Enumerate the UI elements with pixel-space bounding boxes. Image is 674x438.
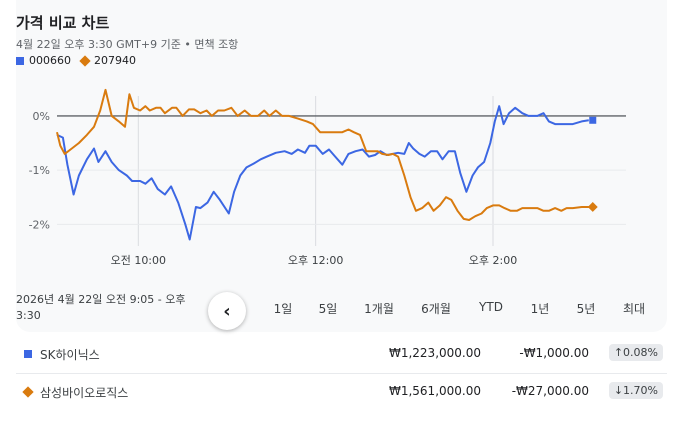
row-divider — [16, 373, 667, 374]
series-line-207940[interactable] — [56, 88, 589, 221]
y-tick-label: 0% — [33, 110, 50, 123]
stock-change: -₩27,000.00 — [511, 384, 589, 398]
change-badge: ↑0.08% — [608, 344, 663, 361]
chart-subtitle: 4월 22일 오후 3:30 GMT+9 기준 • 면책 조항 — [16, 38, 239, 51]
x-tick-label: 오전 10:00 — [111, 254, 166, 267]
x-tick-label: 오후 12:00 — [288, 254, 343, 267]
range-button-0[interactable]: 1일 — [273, 302, 293, 316]
range-button-3[interactable]: 6개월 — [421, 302, 451, 316]
stock-name: 삼성바이오로직스 — [40, 386, 129, 400]
range-button-7[interactable]: 최대 — [622, 302, 646, 316]
prev-range-button[interactable]: ‹ — [208, 292, 246, 330]
series-end-marker-207940 — [587, 202, 598, 212]
range-button-6[interactable]: 5년 — [576, 302, 596, 316]
stock-price: ₩1,223,000.00 — [388, 346, 481, 360]
range-button-2[interactable]: 1개월 — [364, 302, 394, 316]
square-marker-icon — [24, 350, 32, 358]
range-button-4[interactable]: YTD — [479, 300, 503, 314]
stock-price: ₩1,561,000.00 — [388, 384, 481, 398]
chart-title: 가격 비교 차트 — [16, 14, 110, 32]
stock-change: -₩1,000.00 — [519, 346, 589, 360]
series-end-marker-000660 — [589, 116, 597, 124]
range-button-5[interactable]: 1년 — [530, 302, 550, 316]
square-marker-icon — [16, 56, 24, 65]
stock-row-samsung-biologics[interactable]: 삼성바이오로직스 ₩1,561,000.00 -₩27,000.00 ↓1.70… — [16, 374, 667, 411]
legend-label: 000660 — [29, 54, 71, 67]
range-button-1[interactable]: 5일 — [318, 302, 338, 316]
stock-name: SK하이닉스 — [40, 348, 100, 362]
x-tick-label: 오후 2:00 — [469, 254, 517, 267]
diamond-marker-icon — [22, 386, 34, 398]
series-line-000660[interactable] — [56, 105, 589, 241]
chart-card — [16, 0, 667, 332]
stock-row-sk-hynix[interactable]: SK하이닉스 ₩1,223,000.00 -₩1,000.00 ↑0.08% — [16, 336, 667, 373]
chart-legend: 000660 207940 — [16, 54, 136, 67]
legend-item-000660[interactable]: 000660 — [16, 54, 71, 67]
legend-label: 207940 — [94, 54, 136, 67]
time-range-label: 2026년 4월 22일 오전 9:05 - 오후 3:30 — [16, 293, 186, 322]
price-chart[interactable]: 0% -1% -2% 오전 10:00 오후 12:00 오후 2:00 — [0, 0, 674, 290]
legend-item-207940[interactable]: 207940 — [79, 54, 136, 67]
y-tick-label: -1% — [29, 164, 50, 177]
y-tick-label: -2% — [29, 218, 50, 231]
change-badge: ↓1.70% — [608, 382, 663, 399]
